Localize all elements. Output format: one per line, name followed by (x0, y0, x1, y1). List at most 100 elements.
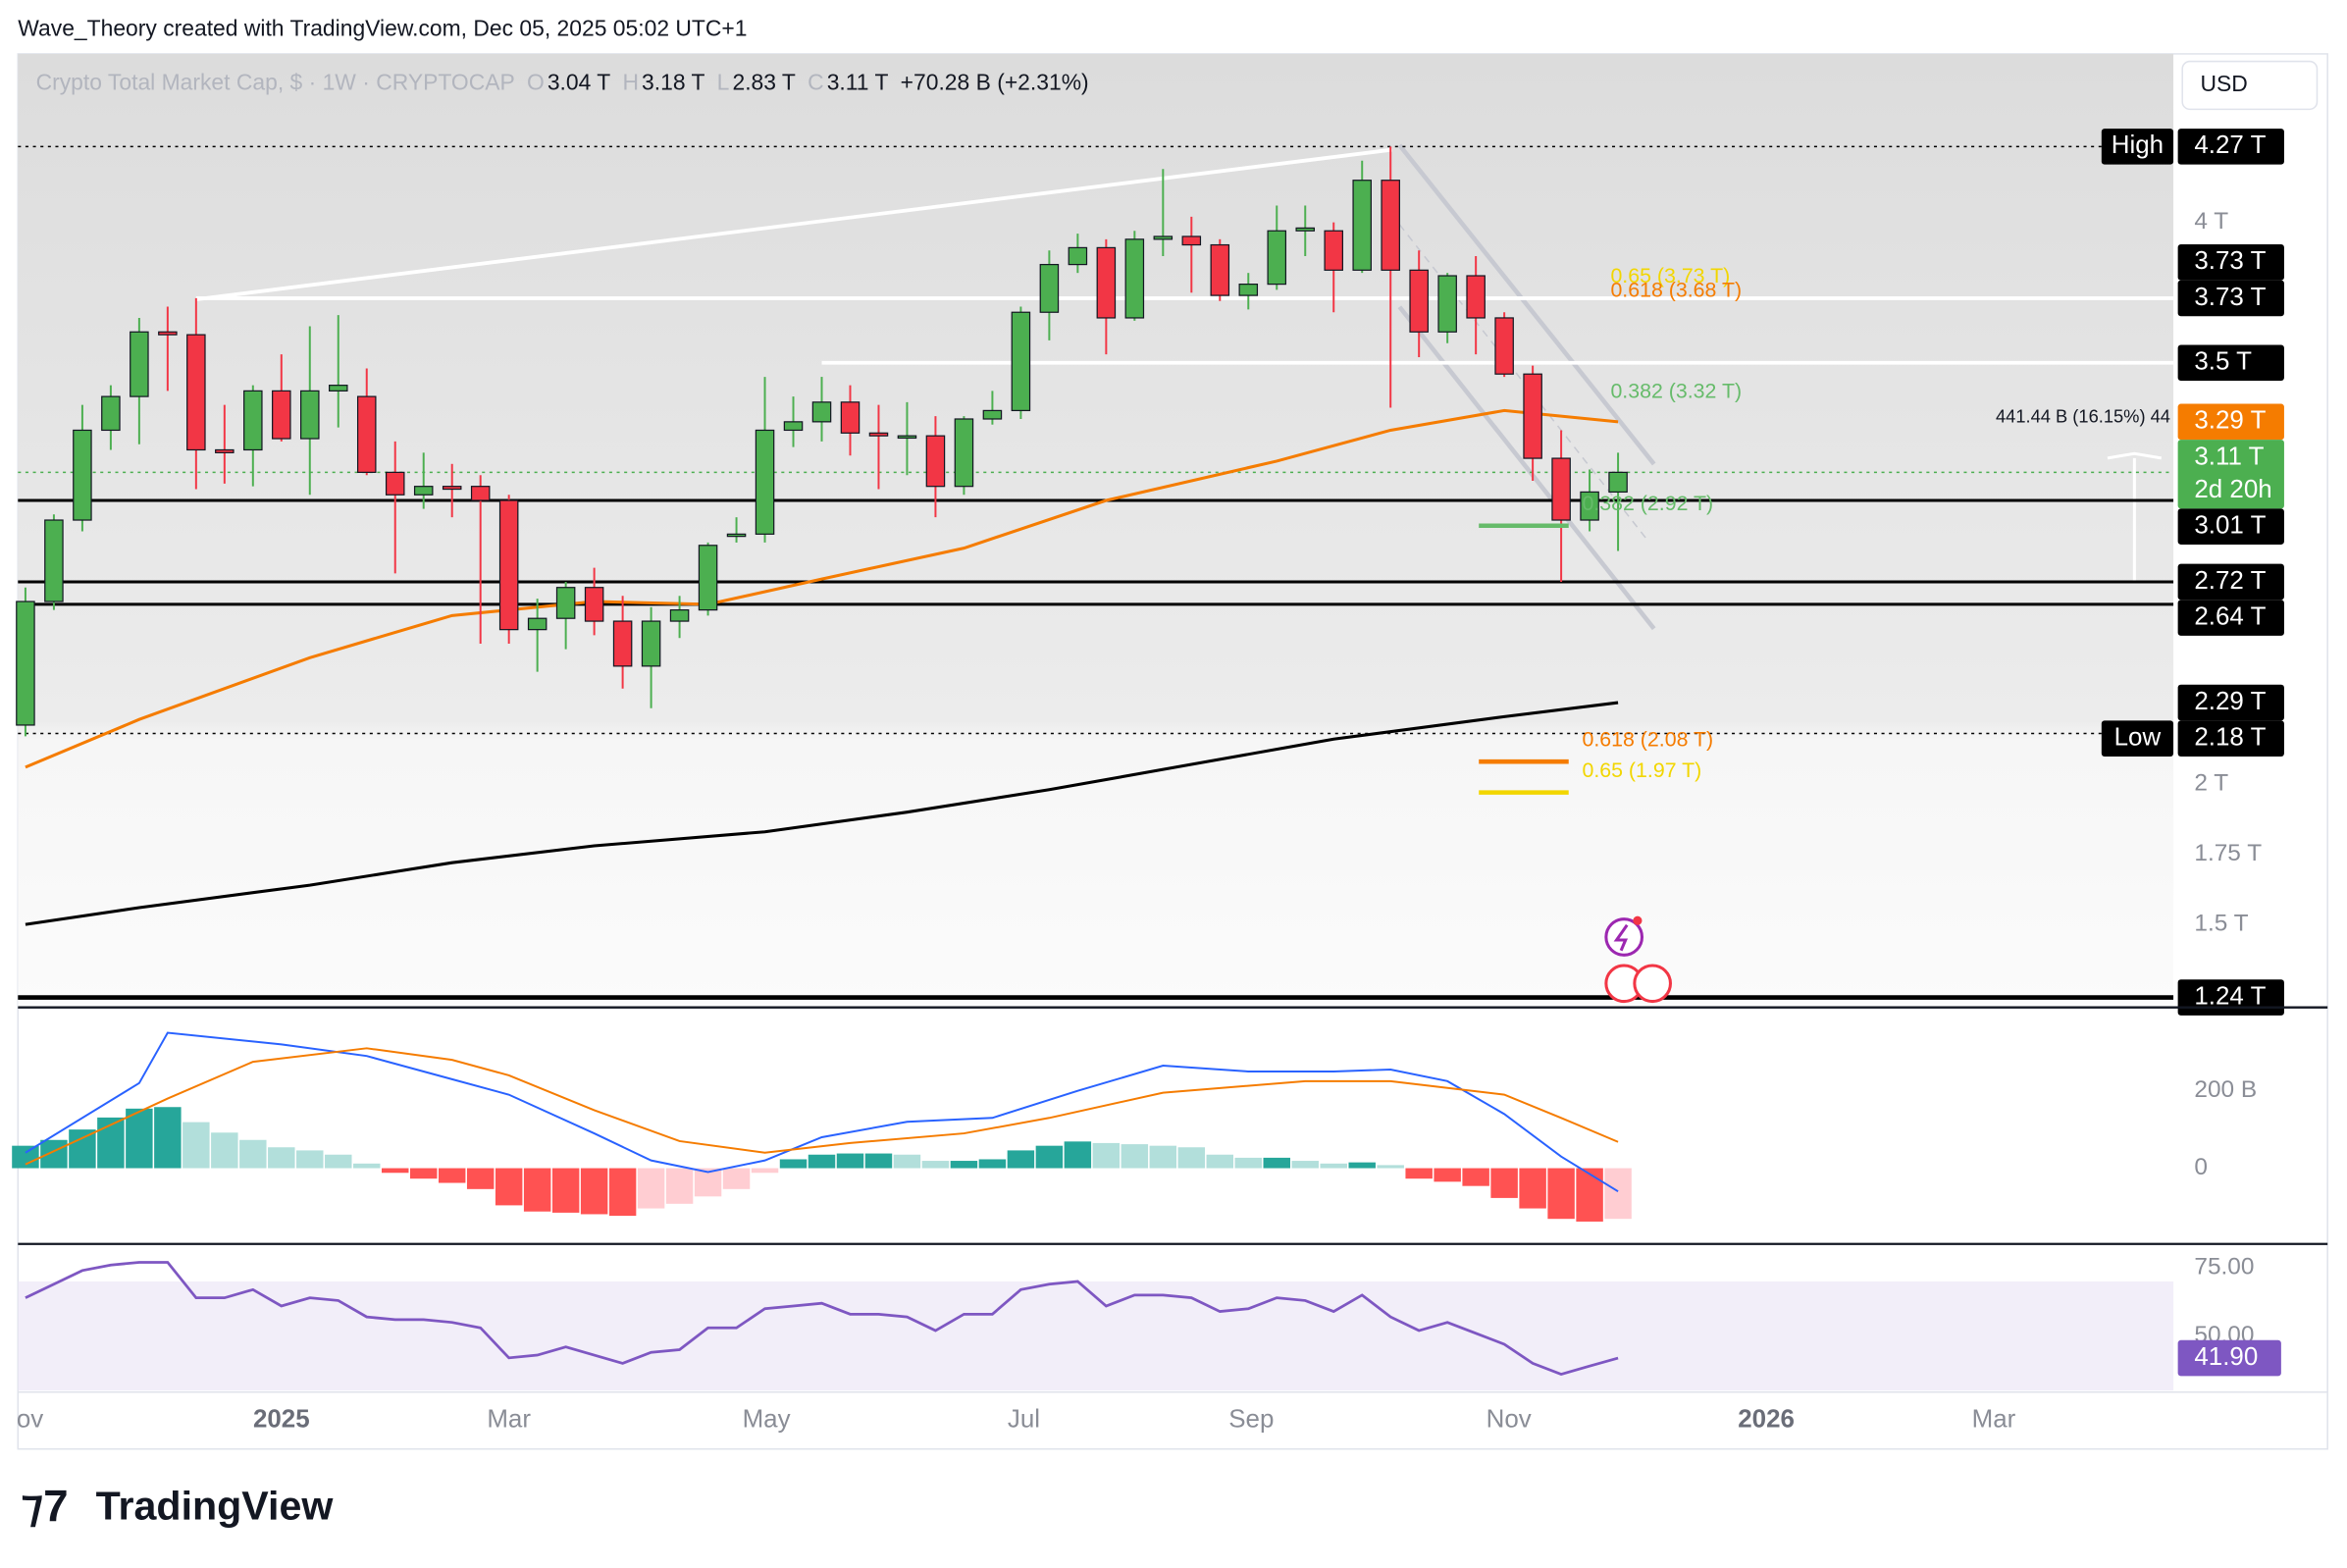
macd-histogram-bar (722, 1168, 751, 1189)
rsi-tick-label: 75.00 (2194, 1253, 2254, 1280)
event-icon[interactable] (1604, 917, 1644, 957)
candle-body (186, 334, 206, 451)
macd-histogram-bar (126, 1108, 153, 1169)
candle-body (1409, 269, 1429, 333)
candle-body (868, 432, 889, 437)
candle-body (925, 435, 946, 488)
macd-histogram-bar (1434, 1168, 1461, 1182)
candle-body (1238, 284, 1259, 296)
candle-body (130, 331, 149, 397)
candle-body (783, 421, 804, 432)
price-label-box (2177, 720, 2284, 757)
candle-body (1124, 238, 1145, 319)
macd-histogram-bar (1007, 1150, 1035, 1169)
rsi-value-box (2177, 1339, 2281, 1377)
macd-histogram-bar (1035, 1145, 1064, 1169)
x-tick-label: Sep (1228, 1406, 1274, 1434)
fib-label: 0.618 (2.08 T) (1582, 727, 1713, 751)
macd-histogram-bar (608, 1168, 637, 1217)
macd-histogram-bar (637, 1168, 665, 1209)
macd-histogram-bar (382, 1168, 409, 1174)
macd-histogram-bar (239, 1139, 267, 1169)
price-label: 3.01 T (2194, 511, 2266, 539)
candle-body (1295, 227, 1316, 232)
main-pane (18, 53, 2174, 1008)
price-label-box (2177, 440, 2284, 509)
x-tick-label: 2026 (1738, 1406, 1795, 1434)
event-dot (1633, 915, 1643, 925)
measure-arrow-head (2107, 451, 2163, 460)
candle-body (1381, 180, 1400, 271)
chart-title: Crypto Total Market Cap, $ · 1W · CRYPTO… (36, 69, 515, 94)
y-tick-label: 2 T (2194, 770, 2228, 797)
price-label-box (2177, 508, 2284, 545)
y-tick-label: 4 T (2194, 208, 2228, 235)
candle-body (527, 617, 548, 631)
currency[interactable]: USD (2201, 71, 2248, 96)
macd-histogram-bar (97, 1117, 125, 1169)
x-tick-label: Nov (1486, 1406, 1532, 1434)
candle-body (243, 390, 263, 451)
macd-histogram-bar (808, 1154, 836, 1169)
rsi-line (25, 1261, 1619, 1376)
macd-histogram-bar (438, 1168, 466, 1183)
candle-body (1580, 491, 1599, 521)
price-label: 2.29 T (2194, 688, 2266, 715)
macd-line (25, 1047, 1619, 1166)
macd-histogram-bar (1405, 1168, 1433, 1179)
candle-body (1267, 230, 1287, 286)
macd-histogram-bar (1490, 1168, 1518, 1198)
candle-body (158, 331, 178, 336)
candle-body (954, 418, 974, 488)
macd-histogram-bar (1604, 1168, 1632, 1220)
ohlc-key: H (622, 69, 639, 94)
candle-body (385, 471, 405, 496)
rsi-band (18, 1281, 2174, 1391)
brand-mark: ⁊7 (21, 1481, 68, 1531)
macd-histogram-bar (1519, 1168, 1546, 1209)
macd-histogram-bar (836, 1153, 864, 1169)
trend-line (195, 147, 1392, 302)
price-label: 3.11 T (2194, 443, 2264, 470)
candle-body (1324, 230, 1343, 271)
plot-layer: 4 T 2 T 1.75 T 1.5 T 0.65 (3.73 T)0.618 (3.6… (12, 129, 2284, 1434)
macd-histogram-bar (978, 1159, 1007, 1169)
price-label: 3.73 T (2194, 284, 2266, 311)
macd-histogram-bar (211, 1132, 238, 1169)
price-label-box (2177, 129, 2284, 165)
fib-label: 0.382 (2.92 T) (1582, 492, 1713, 515)
price-tag-box (2101, 129, 2174, 165)
candle-body (669, 609, 690, 622)
event-flag[interactable] (1633, 964, 1672, 1004)
macd-histogram-bar (1462, 1168, 1489, 1186)
macd-histogram-bar (1092, 1142, 1121, 1169)
candle-body (1494, 317, 1514, 375)
candle-body (1068, 246, 1088, 266)
channel-line (1397, 143, 1656, 466)
candle-body (555, 587, 576, 619)
macd-histogram-bar (325, 1154, 352, 1169)
candle-body (1466, 275, 1486, 319)
candle-body (726, 533, 747, 538)
candle-body (16, 601, 35, 726)
candle-body (329, 385, 348, 392)
price-label-box (2177, 344, 2284, 382)
price-label: 1.24 T (2194, 982, 2266, 1010)
event-icon-bolt (1613, 923, 1629, 952)
brand: TradingView (96, 1484, 335, 1529)
x-tick-label: Jul (1008, 1406, 1040, 1434)
price-label: 3.73 T (2194, 247, 2266, 275)
candle-body (498, 499, 519, 631)
price-label: 2.18 T (2194, 724, 2266, 752)
candle-body (698, 545, 718, 611)
macd-histogram-bar (523, 1168, 551, 1212)
macd-histogram-bar (409, 1168, 438, 1179)
macd-tick-label: 0 (2194, 1154, 2208, 1180)
candle-body (1210, 243, 1230, 296)
candle-body (641, 620, 661, 667)
x-tick-label: May (743, 1406, 791, 1434)
price-label-box (2177, 600, 2284, 636)
macd-histogram-bar (1206, 1154, 1234, 1169)
currency-button[interactable] (2181, 60, 2319, 111)
rsi-value-label: 41.90 (2194, 1343, 2258, 1371)
